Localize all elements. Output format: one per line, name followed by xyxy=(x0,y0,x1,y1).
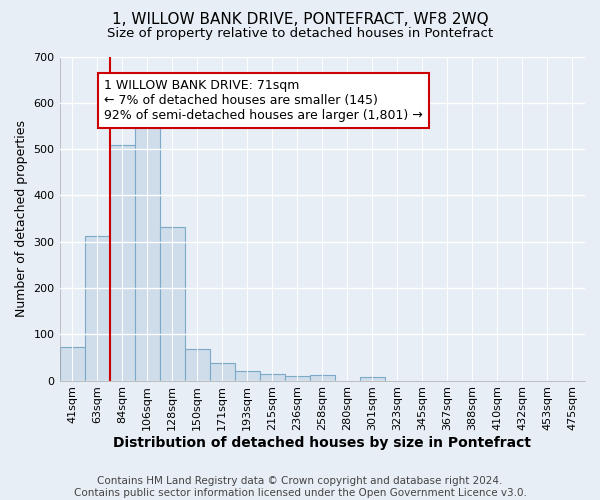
Bar xyxy=(310,374,335,380)
Bar xyxy=(110,146,134,380)
Text: Size of property relative to detached houses in Pontefract: Size of property relative to detached ho… xyxy=(107,28,493,40)
Bar xyxy=(134,112,160,380)
Bar xyxy=(285,376,310,380)
Y-axis label: Number of detached properties: Number of detached properties xyxy=(15,120,28,317)
X-axis label: Distribution of detached houses by size in Pontefract: Distribution of detached houses by size … xyxy=(113,436,531,450)
Bar xyxy=(360,377,385,380)
Bar xyxy=(209,364,235,380)
Bar xyxy=(59,347,85,380)
Text: 1, WILLOW BANK DRIVE, PONTEFRACT, WF8 2WQ: 1, WILLOW BANK DRIVE, PONTEFRACT, WF8 2W… xyxy=(112,12,488,28)
Bar xyxy=(185,349,209,380)
Bar xyxy=(235,372,260,380)
Bar xyxy=(260,374,285,380)
Text: 1 WILLOW BANK DRIVE: 71sqm
← 7% of detached houses are smaller (145)
92% of semi: 1 WILLOW BANK DRIVE: 71sqm ← 7% of detac… xyxy=(104,79,423,122)
Text: Contains HM Land Registry data © Crown copyright and database right 2024.
Contai: Contains HM Land Registry data © Crown c… xyxy=(74,476,526,498)
Bar xyxy=(160,227,185,380)
Bar xyxy=(85,236,110,380)
